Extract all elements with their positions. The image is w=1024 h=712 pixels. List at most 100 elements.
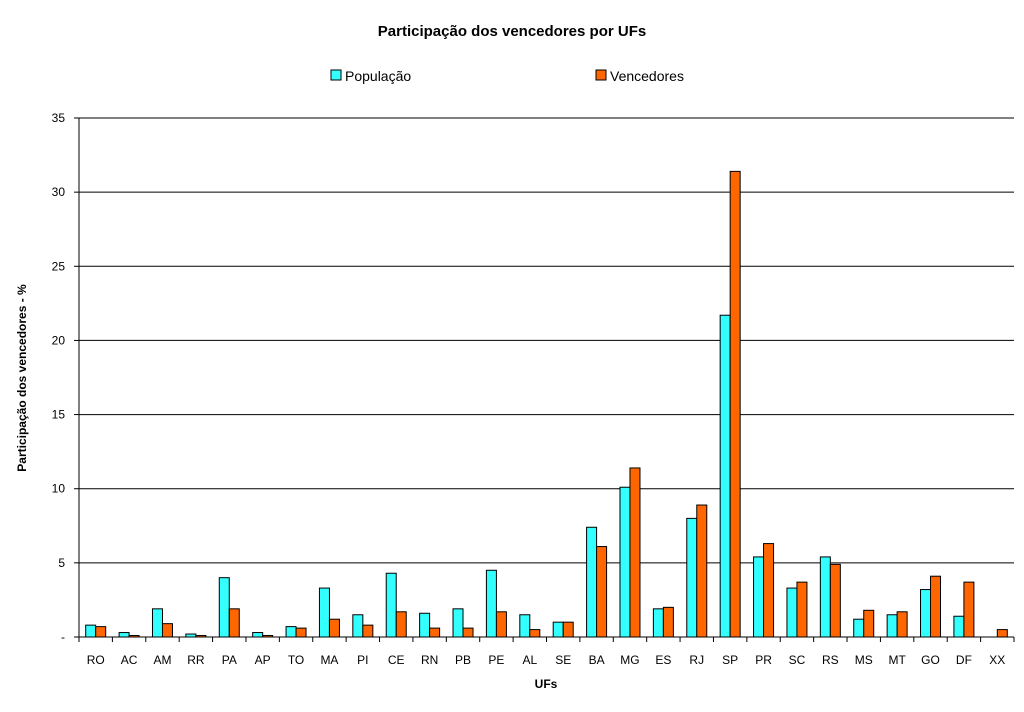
x-tick-label-es: ES [655,653,671,667]
x-tick-label-pr: PR [755,653,772,667]
bar-vencedores-ro [95,626,107,638]
x-tick-label-ap: AP [255,653,271,667]
bar-populacao-ms [853,618,865,638]
x-tick-label-sc: SC [789,653,806,667]
bar-populacao-pe [485,569,497,638]
x-tick-label-to: TO [288,653,304,667]
x-axis-title: UFs [535,677,558,691]
bar-populacao-rs [819,556,831,638]
bar-populacao-rj [686,517,698,638]
bar-populacao-sc [786,587,798,638]
bar-vencedores-pe [495,611,507,638]
bar-vencedores-pa [228,608,240,638]
y-axis-ticks: - 5 10 15 20 25 30 35 [52,111,79,644]
bar-populacao-go [920,589,932,638]
bar-vencedores-sp [729,170,741,638]
bar-populacao-df [953,615,965,638]
x-tick-label-df: DF [956,653,972,667]
x-tick-label-ro: RO [87,653,105,667]
bar-populacao-se [552,621,564,638]
x-tick-label-pb: PB [455,653,471,667]
bar-vencedores-go [930,575,942,638]
bar-vencedores-pr [763,543,775,638]
bar-vencedores-df [963,581,975,638]
x-tick-label-rn: RN [421,653,438,667]
x-tick-label-ma: MA [320,653,338,667]
bar-vencedores-rj [696,504,708,638]
bar-populacao-es [652,608,664,638]
bar-vencedores-pi [362,624,374,638]
x-tick-label-rr: RR [187,653,205,667]
y-tick-label: 10 [52,482,66,496]
bar-vencedores-mg [629,467,641,638]
bar-populacao-am [151,608,163,638]
bar-vencedores-es [662,606,674,638]
y-tick-label: 30 [52,185,66,199]
chart-title: Participação dos vencedores por UFs [378,23,646,40]
bar-vencedores-ce [395,611,407,638]
bar-populacao-pi [352,614,364,638]
bar-populacao-mt [886,614,898,638]
bar-vencedores-am [161,623,173,638]
bar-vencedores-rn [429,627,441,638]
gridlines [79,117,1014,564]
bar-populacao-pa [218,577,230,638]
bar-vencedores-xx [996,629,1008,638]
y-tick-label: 25 [52,259,66,273]
x-tick-label-ac: AC [121,653,138,667]
bar-populacao-ce [385,572,397,638]
x-tick-label-ce: CE [388,653,405,667]
bar-populacao-al [519,614,531,638]
bar-populacao-ma [318,587,330,638]
y-tick-label: 35 [52,111,66,125]
bar-vencedores-se [562,621,574,638]
legend: População Vencedores [330,68,684,84]
bar-vencedores-ms [863,609,875,638]
bar-vencedores-pb [462,627,474,638]
legend-label-vencedores: Vencedores [610,68,684,84]
bar-populacao-ba [586,526,598,638]
y-tick-label: - [61,630,65,644]
x-tick-label-go: GO [921,653,940,667]
x-tick-label-se: SE [555,653,571,667]
bar-vencedores-al [529,629,541,638]
x-axis-tick-labels: RO AC AM RR PA AP TO MA PI CE RN PB PE AL SE BA MG ES RJ SP… [78,637,1015,667]
x-tick-label-pa: PA [222,653,237,667]
x-tick-label-mg: MG [620,653,639,667]
bar-vencedores-ma [328,618,340,638]
bar-populacao-mg [619,486,631,638]
y-tick-label: 20 [52,333,66,347]
bar-vencedores-mt [896,611,908,638]
bar-vencedores-to [295,627,307,638]
x-tick-label-rs: RS [822,653,839,667]
y-tick-label: 5 [58,556,65,570]
x-tick-label-ba: BA [589,653,605,667]
x-tick-label-pe: PE [488,653,504,667]
x-tick-label-xx: XX [989,653,1005,667]
bar-populacao-rn [419,612,431,638]
x-tick-label-ms: MS [855,653,873,667]
bar-populacao-pb [452,608,464,638]
bar-populacao-to [285,626,297,638]
bar-populacao-ac [118,632,130,638]
x-tick-label-mt: MT [888,653,906,667]
x-tick-label-pi: PI [357,653,368,667]
x-tick-label-sp: SP [722,653,738,667]
bar-vencedores-ba [596,546,608,638]
bar-populacao-sp [719,314,731,638]
bar-populacao-ap [252,632,264,638]
legend-swatch-vencedores [595,69,607,81]
bar-populacao-pr [753,556,765,638]
x-tick-label-rj: RJ [689,653,704,667]
legend-label-populacao: População [345,68,411,84]
bars [85,170,1008,638]
legend-swatch-populacao [330,69,342,81]
bar-vencedores-rs [829,563,841,638]
y-axis-title: Participação dos vencedores - % [15,284,29,472]
x-tick-label-al: AL [522,653,537,667]
bar-vencedores-sc [796,581,808,638]
y-tick-label: 15 [52,408,66,422]
x-tick-label-am: AM [153,653,171,667]
